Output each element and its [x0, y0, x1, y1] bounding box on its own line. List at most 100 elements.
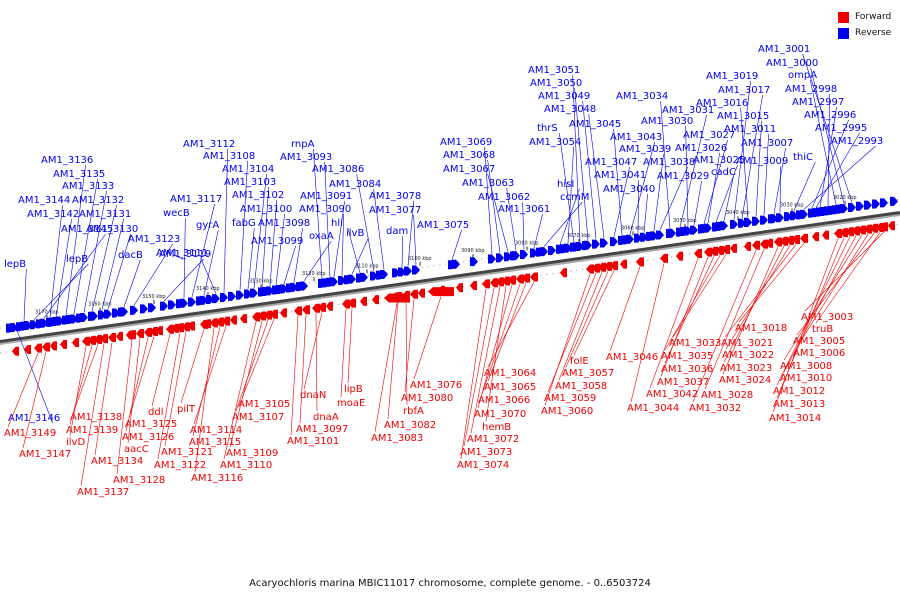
forward-gene-leader: [738, 243, 805, 323]
reverse-gene-arrow-extra: [768, 214, 776, 224]
reverse-gene-arrow-extra: [582, 241, 590, 251]
forward-gene-arrow: [166, 324, 174, 334]
reverse-gene-arrow: [690, 225, 698, 235]
forward-gene-label: AM1_3128: [113, 475, 165, 486]
reverse-gene-label: AM1_3145: [61, 224, 113, 235]
reverse-gene-arrow: [236, 290, 244, 300]
reverse-gene-label: AM1_3104: [222, 164, 274, 175]
reverse-gene-leader: [803, 145, 876, 210]
forward-gene-leader: [303, 312, 323, 390]
forward-gene-label: AM1_3121: [161, 447, 213, 458]
reverse-gene-leader: [253, 173, 267, 289]
legend-reverse-label: Reverse: [855, 28, 892, 38]
forward-gene-leader: [73, 344, 99, 412]
reverse-gene-label: AM1_3068: [443, 150, 495, 161]
forward-gene-leader: [235, 320, 269, 412]
reverse-gene-label: AM1_3067: [443, 164, 495, 175]
reverse-gene-label: AM1_3135: [53, 169, 105, 180]
reverse-gene-leader: [779, 165, 781, 213]
forward-gene-label: AM1_3149: [4, 428, 56, 439]
forward-gene-leader: [783, 235, 857, 373]
forward-gene-label: AM1_3076: [410, 380, 462, 391]
reverse-gene-label: dacB: [118, 250, 143, 261]
forward-gene-arrow-extra: [24, 345, 31, 355]
reverse-gene-leader: [506, 187, 517, 251]
map-caption: Acaryochloris marina MBIC11017 chromosom…: [249, 578, 651, 589]
forward-gene-arrow: [752, 240, 760, 250]
reverse-gene-leader: [261, 186, 269, 288]
forward-gene-leader: [405, 300, 408, 406]
reverse-gene-label: AM1_3017: [718, 85, 770, 96]
reverse-gene-arrow: [610, 237, 618, 247]
reverse-gene-label: lepB: [66, 254, 88, 265]
reverse-gene-arrow: [634, 233, 642, 243]
reverse-gene-arrow-extra: [76, 313, 84, 323]
forward-gene-arrow-extra: [12, 346, 19, 356]
reverse-gene-leader: [65, 164, 86, 316]
scale-tick-label: 3090 kbp: [461, 248, 485, 254]
reverse-gene-label: AM1_3062: [478, 192, 530, 203]
forward-gene-arrow: [800, 233, 808, 243]
forward-gene-label: AM1_3033: [669, 338, 721, 349]
forward-gene-arrow-extra: [730, 243, 737, 253]
reverse-gene-arrow: [496, 253, 504, 263]
reverse-gene-arrow-extra: [510, 251, 518, 261]
reverse-gene-leader: [333, 200, 345, 277]
reverse-gene-label: AM1_3111: [156, 248, 208, 259]
reverse-gene-leader: [733, 80, 751, 220]
forward-gene-leader: [692, 250, 757, 403]
reverse-gene-leader: [73, 178, 98, 315]
reverse-gene-label: lepB: [4, 259, 26, 270]
forward-gene-arrow-extra: [888, 221, 895, 231]
legend-reverse: Reverse: [838, 25, 891, 41]
forward-gene-leader: [460, 288, 487, 460]
reverse-gene-label: AM1_3119: [159, 249, 211, 260]
reverse-gene-leader: [567, 146, 574, 244]
reverse-gene-leader: [247, 227, 255, 290]
forward-gene-arrow-extra: [50, 341, 57, 351]
reverse-gene-leader: [810, 67, 845, 204]
forward-gene-leader: [704, 248, 765, 390]
forward-gene-arrow: [294, 306, 302, 316]
forward-gene-arrow-extra: [188, 321, 195, 331]
reverse-gene-label: AM1_3015: [717, 111, 769, 122]
reverse-gene-leader: [341, 213, 344, 276]
reverse-gene-arrow: [848, 202, 856, 212]
forward-gene-arrow: [108, 333, 116, 343]
reverse-gene-leader: [643, 193, 648, 233]
reverse-gene-arrow-extra: [622, 235, 630, 245]
scale-tick-label: 3160 kbp: [88, 302, 112, 308]
reverse-gene-leader: [723, 176, 734, 221]
reverse-gene-leader: [613, 166, 630, 237]
reverse-gene-arrow-extra: [24, 321, 32, 331]
scale-tick-label: 3040 kbp: [726, 210, 750, 216]
forward-gene-leader: [192, 326, 221, 437]
forward-gene-arrow: [482, 279, 490, 289]
reverse-gene-label: AM1_3047: [585, 157, 637, 168]
forward-gene-label: AM1_3044: [627, 403, 679, 414]
reverse-gene-label: AM1_3103: [224, 177, 276, 188]
forward-gene-arrow-extra: [620, 259, 627, 269]
forward-gene-leader: [660, 256, 709, 377]
reverse-gene-arrow: [656, 230, 664, 240]
reverse-gene-label: AM1_3136: [41, 155, 93, 166]
forward-gene-arrow: [774, 237, 782, 247]
reverse-gene-label: AM1_2993: [831, 136, 883, 147]
reverse-gene-arrow: [104, 309, 112, 319]
reverse-gene-arrow-extra: [48, 317, 56, 327]
reverse-gene-arrow-extra: [680, 227, 688, 237]
reverse-gene-label: ccmM: [560, 192, 589, 203]
reverse-gene-label: AM1_3061: [498, 204, 550, 215]
reverse-gene-arrow: [404, 266, 412, 276]
reverse-gene-arrow-extra: [16, 322, 24, 332]
scale-tick-label: 3080 kbp: [515, 240, 539, 246]
reverse-gene-label: AM1_3016: [696, 98, 748, 109]
scale-tick-label: 3170 kbp: [35, 309, 59, 315]
reverse-gene-leader: [43, 233, 106, 319]
reverse-gene-arrow-extra: [140, 304, 148, 314]
reverse-gene-label: AM1_3144: [18, 195, 70, 206]
forward-gene-label: AM1_3072: [467, 434, 519, 445]
reverse-gene-leader: [679, 114, 707, 228]
forward-gene-arrow: [660, 253, 668, 263]
forward-gene-label: AM1_3037: [657, 377, 709, 388]
